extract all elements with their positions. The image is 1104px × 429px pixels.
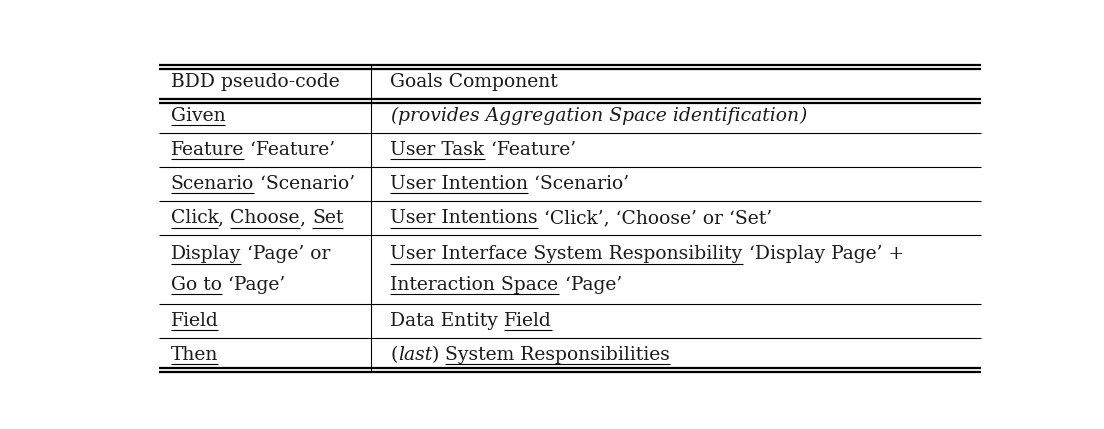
Text: ‘Feature’: ‘Feature’: [485, 141, 575, 159]
Text: ‘Scenario’: ‘Scenario’: [529, 175, 629, 193]
Text: User Intention: User Intention: [391, 175, 529, 193]
Text: (: (: [391, 346, 397, 364]
Text: BDD pseudo-code: BDD pseudo-code: [170, 73, 339, 91]
Text: ‘Click’, ‘Choose’ or ‘Set’: ‘Click’, ‘Choose’ or ‘Set’: [538, 209, 772, 227]
Text: Go to: Go to: [170, 276, 222, 294]
Text: Then: Then: [170, 346, 217, 364]
Text: Display: Display: [170, 245, 241, 263]
Text: ‘Feature’: ‘Feature’: [244, 141, 335, 159]
Text: ): ): [432, 346, 445, 364]
Text: System Responsibilities: System Responsibilities: [445, 346, 670, 364]
Text: Given: Given: [170, 107, 225, 125]
Text: provides Aggregation Space identification: provides Aggregation Space identificatio…: [397, 107, 799, 125]
Text: Data Entity: Data Entity: [391, 312, 505, 330]
Text: Set: Set: [312, 209, 343, 227]
Text: User Interface System Responsibility: User Interface System Responsibility: [391, 245, 743, 263]
Text: Field: Field: [170, 312, 219, 330]
Text: ‘Scenario’: ‘Scenario’: [254, 175, 355, 193]
Text: Choose: Choose: [231, 209, 300, 227]
Text: Scenario: Scenario: [170, 175, 254, 193]
Text: User Task: User Task: [391, 141, 485, 159]
Text: Field: Field: [505, 312, 552, 330]
Text: Interaction Space: Interaction Space: [391, 276, 559, 294]
Text: User Intentions: User Intentions: [391, 209, 538, 227]
Text: ,: ,: [219, 209, 231, 227]
Text: (: (: [391, 107, 397, 125]
Text: Click: Click: [170, 209, 219, 227]
Text: ,: ,: [300, 209, 312, 227]
Text: ‘Page’: ‘Page’: [222, 276, 285, 294]
Text: Feature: Feature: [170, 141, 244, 159]
Text: last: last: [397, 346, 432, 364]
Text: ‘Page’: ‘Page’: [559, 276, 622, 294]
Text: Goals Component: Goals Component: [391, 73, 559, 91]
Text: ‘Page’ or: ‘Page’ or: [241, 245, 330, 263]
Text: ‘Display Page’ +: ‘Display Page’ +: [743, 245, 904, 263]
Text: ): ): [799, 107, 806, 125]
